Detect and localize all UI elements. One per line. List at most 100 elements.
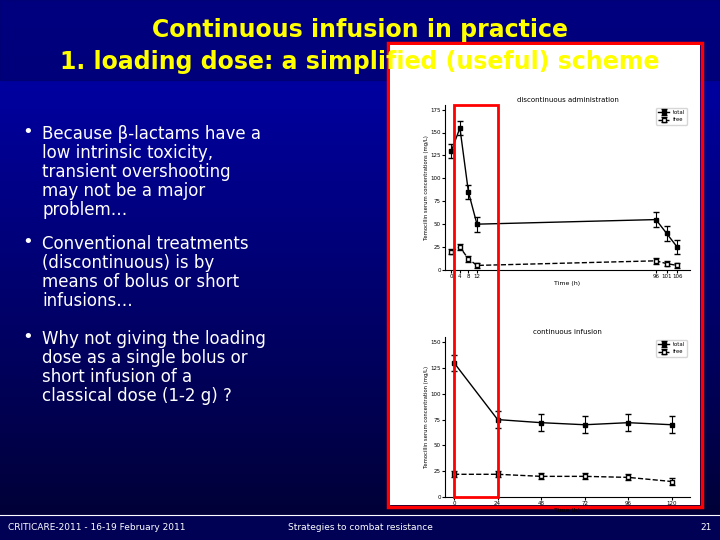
Bar [0,8,720,14]
Bar [0,130,720,135]
Bar [0,49,720,54]
Bar [0,314,720,320]
Bar [0,377,720,382]
Bar [0,76,720,81]
Bar [0,489,720,495]
Bar [0,327,720,333]
Text: Continuous infusion in practice: Continuous infusion in practice [152,18,568,42]
Bar [0,332,720,338]
Bar [0,89,720,94]
Bar [0,408,720,414]
Bar [0,431,720,436]
Bar [0,143,720,148]
Bar [0,120,720,126]
Bar [0,373,720,378]
Text: classical dose (1-2 g) ?: classical dose (1-2 g) ? [42,387,232,405]
Text: 21: 21 [701,523,712,532]
Bar [0,134,720,139]
Bar [0,363,720,369]
Bar [0,521,720,526]
Bar [0,246,720,252]
Bar [0,395,720,401]
Bar [388,43,702,507]
Text: Strategies to combat resistance: Strategies to combat resistance [287,523,433,532]
Legend: total, free: total, free [656,107,688,125]
Bar [0,296,720,301]
Text: 1. loading dose: a simplified (useful) scheme: 1. loading dose: a simplified (useful) s… [60,50,660,74]
Bar [0,80,720,85]
Bar [0,435,720,441]
X-axis label: Time (h): Time (h) [554,281,580,286]
Bar [0,417,720,423]
Bar [0,323,720,328]
Bar [0,53,720,58]
Text: problem…: problem… [42,201,127,219]
Text: infusions…: infusions… [42,292,132,310]
Text: •: • [22,328,32,346]
Bar [0,233,720,239]
Title: continuous infusion: continuous infusion [533,329,602,335]
Bar [0,98,720,104]
Bar [0,508,720,513]
Bar [0,368,720,374]
Bar [0,184,720,189]
Text: Conventional treatments: Conventional treatments [42,235,248,253]
Bar [0,273,720,279]
Bar [0,516,720,522]
Bar [0,147,720,153]
Bar [0,381,720,387]
Bar [0,242,720,247]
Bar [0,481,720,486]
Bar [0,179,720,185]
Bar [0,305,720,310]
Text: dose as a single bolus or: dose as a single bolus or [42,349,248,367]
Bar [0,462,720,468]
Bar [0,449,720,455]
Bar [0,165,720,171]
Bar [0,188,720,193]
Bar [0,400,720,405]
Bar [0,224,720,230]
Bar [0,458,720,463]
Bar [0,350,720,355]
Bar [0,170,720,176]
Bar [0,471,720,477]
Bar [0,138,720,144]
Bar [0,39,720,45]
Bar [0,278,720,284]
Bar [0,292,720,297]
Bar [0,3,720,9]
Bar [0,512,720,517]
Bar [0,251,720,256]
Text: means of bolus or short: means of bolus or short [42,273,239,291]
Bar [0,454,720,459]
Bar [0,192,720,198]
Bar [0,346,720,351]
Bar [0,476,720,482]
Bar [0,174,720,180]
Bar [0,359,720,364]
Text: low intrinsic toxicity,: low intrinsic toxicity, [42,144,213,162]
Bar [0,201,720,207]
Bar [0,219,720,225]
Bar [0,71,720,77]
Bar [0,0,720,80]
Bar [0,525,720,531]
Bar [0,152,720,158]
Y-axis label: Temocillin serum concentrations (mg/L): Temocillin serum concentrations (mg/L) [424,135,429,240]
Legend: total, free: total, free [656,340,688,356]
Bar [0,265,720,270]
X-axis label: Time (h): Time (h) [554,508,580,512]
Bar [0,228,720,234]
Text: CRITICARE-2011 - 16-19 February 2011: CRITICARE-2011 - 16-19 February 2011 [8,523,186,532]
Bar [0,535,720,540]
Bar [0,125,720,131]
Bar [0,255,720,261]
Bar [0,206,720,212]
Text: •: • [22,123,32,141]
Bar [0,444,720,450]
Bar [0,107,720,112]
Bar [0,300,720,306]
Bar [0,238,720,243]
Title: discontinuous administration: discontinuous administration [516,97,618,103]
